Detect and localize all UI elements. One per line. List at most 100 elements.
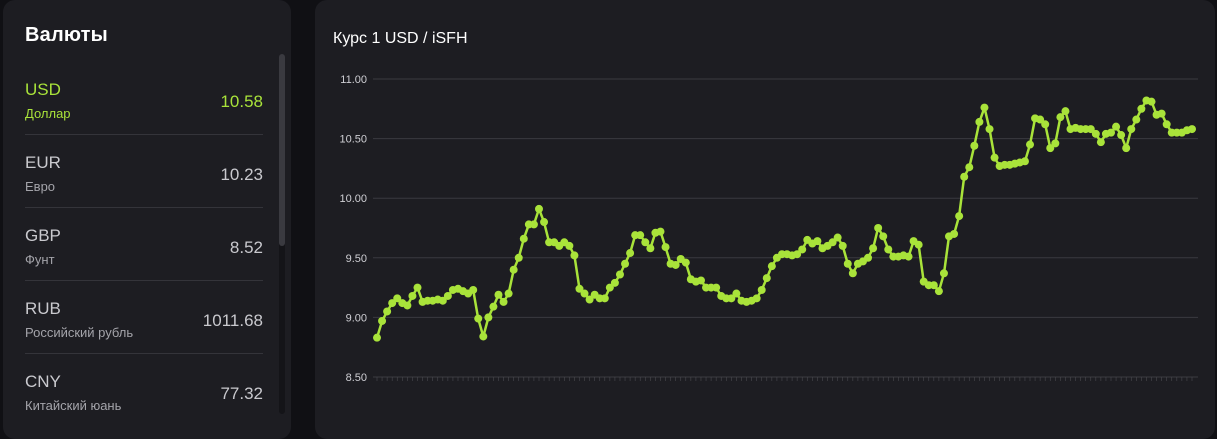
data-point[interactable] — [585, 295, 594, 304]
data-point[interactable] — [519, 234, 528, 243]
data-point[interactable] — [474, 314, 483, 323]
data-point[interactable] — [1036, 115, 1045, 124]
currency-item-cny[interactable]: CNY Китайский юань 77.32 — [25, 354, 263, 427]
data-point[interactable] — [874, 224, 883, 232]
data-point[interactable] — [934, 287, 943, 296]
data-point[interactable] — [408, 291, 417, 300]
data-point[interactable] — [960, 172, 969, 181]
data-point[interactable] — [1051, 139, 1060, 148]
data-point[interactable] — [965, 163, 974, 172]
data-point[interactable] — [499, 297, 508, 306]
data-point[interactable] — [413, 283, 422, 292]
data-point[interactable] — [1041, 120, 1050, 129]
data-point[interactable] — [1112, 122, 1121, 131]
data-point[interactable] — [762, 274, 771, 283]
data-point[interactable] — [540, 218, 549, 227]
data-point[interactable] — [393, 294, 402, 303]
data-point[interactable] — [641, 238, 650, 247]
data-point[interactable] — [975, 117, 984, 126]
data-point[interactable] — [869, 244, 878, 253]
data-point[interactable] — [1026, 140, 1035, 149]
data-point[interactable] — [833, 233, 842, 242]
data-point[interactable] — [514, 253, 523, 262]
data-point[interactable] — [1117, 131, 1126, 140]
data-point[interactable] — [621, 259, 630, 268]
data-point[interactable] — [838, 241, 847, 250]
currency-item-usd[interactable]: USD Доллар 10.58 — [25, 62, 263, 135]
data-point[interactable] — [681, 258, 690, 267]
data-point[interactable] — [798, 245, 807, 254]
data-point[interactable] — [484, 313, 493, 322]
data-point[interactable] — [534, 204, 543, 213]
data-point[interactable] — [1096, 138, 1105, 147]
data-point[interactable] — [732, 289, 741, 298]
currency-item-gbp[interactable]: GBP Фунт 8.52 — [25, 208, 263, 281]
data-point[interactable] — [636, 231, 645, 240]
data-point[interactable] — [656, 227, 665, 236]
data-point[interactable] — [828, 238, 837, 247]
currency-item-eur[interactable]: EUR Евро 10.23 — [25, 135, 263, 208]
data-point[interactable] — [661, 243, 670, 252]
data-point[interactable] — [813, 237, 822, 246]
data-point[interactable] — [1188, 125, 1196, 134]
data-point[interactable] — [610, 278, 619, 287]
currency-item-rub[interactable]: RUB Российский рубль 1011.68 — [25, 281, 263, 354]
data-point[interactable] — [879, 232, 888, 241]
data-point[interactable] — [757, 285, 766, 294]
data-point[interactable] — [600, 294, 609, 303]
data-point[interactable] — [1132, 115, 1141, 124]
data-point[interactable] — [727, 294, 736, 303]
data-point[interactable] — [929, 281, 938, 290]
data-point[interactable] — [955, 212, 964, 221]
data-point[interactable] — [626, 249, 635, 258]
data-point[interactable] — [696, 276, 705, 285]
data-point[interactable] — [580, 289, 589, 298]
data-point[interactable] — [1056, 113, 1065, 122]
scrollbar-thumb[interactable] — [279, 54, 285, 246]
data-point[interactable] — [504, 289, 513, 298]
data-point[interactable] — [509, 265, 518, 274]
data-point[interactable] — [939, 269, 948, 278]
data-point[interactable] — [565, 241, 574, 250]
data-point[interactable] — [752, 294, 761, 303]
data-point[interactable] — [1086, 125, 1095, 134]
data-point[interactable] — [1046, 144, 1055, 153]
data-point[interactable] — [985, 125, 994, 134]
data-point[interactable] — [1157, 109, 1166, 118]
data-point[interactable] — [1137, 104, 1146, 113]
data-point[interactable] — [793, 250, 802, 259]
data-point[interactable] — [575, 284, 584, 293]
data-point[interactable] — [980, 103, 989, 112]
data-point[interactable] — [970, 141, 979, 150]
data-point[interactable] — [904, 252, 913, 261]
data-point[interactable] — [489, 302, 498, 311]
data-point[interactable] — [469, 285, 478, 294]
data-point[interactable] — [1122, 144, 1131, 153]
data-point[interactable] — [884, 245, 893, 254]
data-point[interactable] — [403, 301, 412, 310]
data-point[interactable] — [990, 153, 999, 162]
data-point[interactable] — [1091, 129, 1100, 138]
data-point[interactable] — [767, 262, 776, 271]
data-point[interactable] — [864, 253, 873, 262]
data-point[interactable] — [671, 260, 680, 269]
data-point[interactable] — [378, 316, 387, 325]
data-point[interactable] — [848, 269, 857, 278]
data-point[interactable] — [615, 270, 624, 279]
data-point[interactable] — [479, 332, 488, 341]
data-point[interactable] — [529, 220, 538, 229]
data-point[interactable] — [388, 299, 397, 308]
data-point[interactable] — [843, 259, 852, 268]
data-point[interactable] — [373, 333, 381, 342]
data-point[interactable] — [646, 244, 655, 253]
data-point[interactable] — [1061, 107, 1070, 116]
data-point[interactable] — [712, 283, 721, 292]
data-point[interactable] — [1107, 128, 1116, 137]
data-point[interactable] — [1127, 125, 1136, 134]
data-point[interactable] — [605, 283, 614, 292]
data-point[interactable] — [443, 291, 452, 300]
data-point[interactable] — [383, 307, 392, 316]
data-point[interactable] — [950, 229, 959, 238]
data-point[interactable] — [1020, 157, 1029, 166]
data-point[interactable] — [570, 251, 579, 260]
